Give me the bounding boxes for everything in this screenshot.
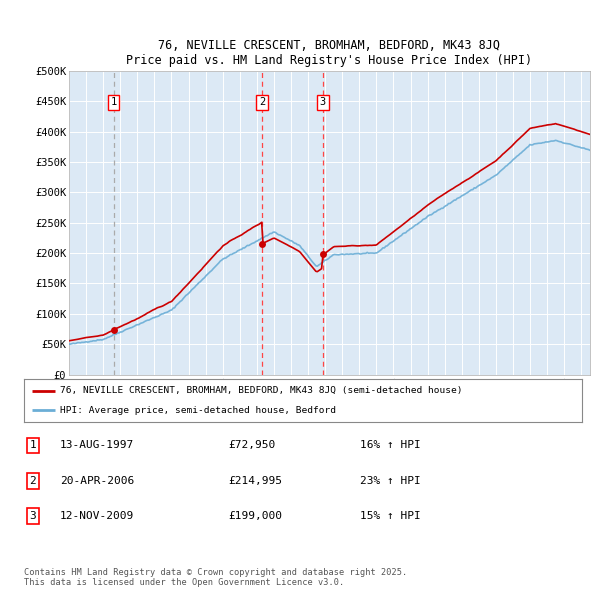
Text: £214,995: £214,995 xyxy=(228,476,282,486)
Text: HPI: Average price, semi-detached house, Bedford: HPI: Average price, semi-detached house,… xyxy=(60,406,336,415)
Title: 76, NEVILLE CRESCENT, BROMHAM, BEDFORD, MK43 8JQ
Price paid vs. HM Land Registry: 76, NEVILLE CRESCENT, BROMHAM, BEDFORD, … xyxy=(127,39,532,67)
Text: 15% ↑ HPI: 15% ↑ HPI xyxy=(360,512,421,521)
Text: £72,950: £72,950 xyxy=(228,441,275,450)
Text: 1: 1 xyxy=(29,441,37,450)
Text: 2: 2 xyxy=(29,476,37,486)
Text: 12-NOV-2009: 12-NOV-2009 xyxy=(60,512,134,521)
Text: 3: 3 xyxy=(320,97,326,107)
Text: 76, NEVILLE CRESCENT, BROMHAM, BEDFORD, MK43 8JQ (semi-detached house): 76, NEVILLE CRESCENT, BROMHAM, BEDFORD, … xyxy=(60,386,463,395)
Text: 23% ↑ HPI: 23% ↑ HPI xyxy=(360,476,421,486)
Text: 2: 2 xyxy=(259,97,265,107)
Text: £199,000: £199,000 xyxy=(228,512,282,521)
Text: 13-AUG-1997: 13-AUG-1997 xyxy=(60,441,134,450)
Text: 20-APR-2006: 20-APR-2006 xyxy=(60,476,134,486)
Text: 16% ↑ HPI: 16% ↑ HPI xyxy=(360,441,421,450)
Text: 3: 3 xyxy=(29,512,37,521)
Text: Contains HM Land Registry data © Crown copyright and database right 2025.
This d: Contains HM Land Registry data © Crown c… xyxy=(24,568,407,587)
Text: 1: 1 xyxy=(110,97,117,107)
